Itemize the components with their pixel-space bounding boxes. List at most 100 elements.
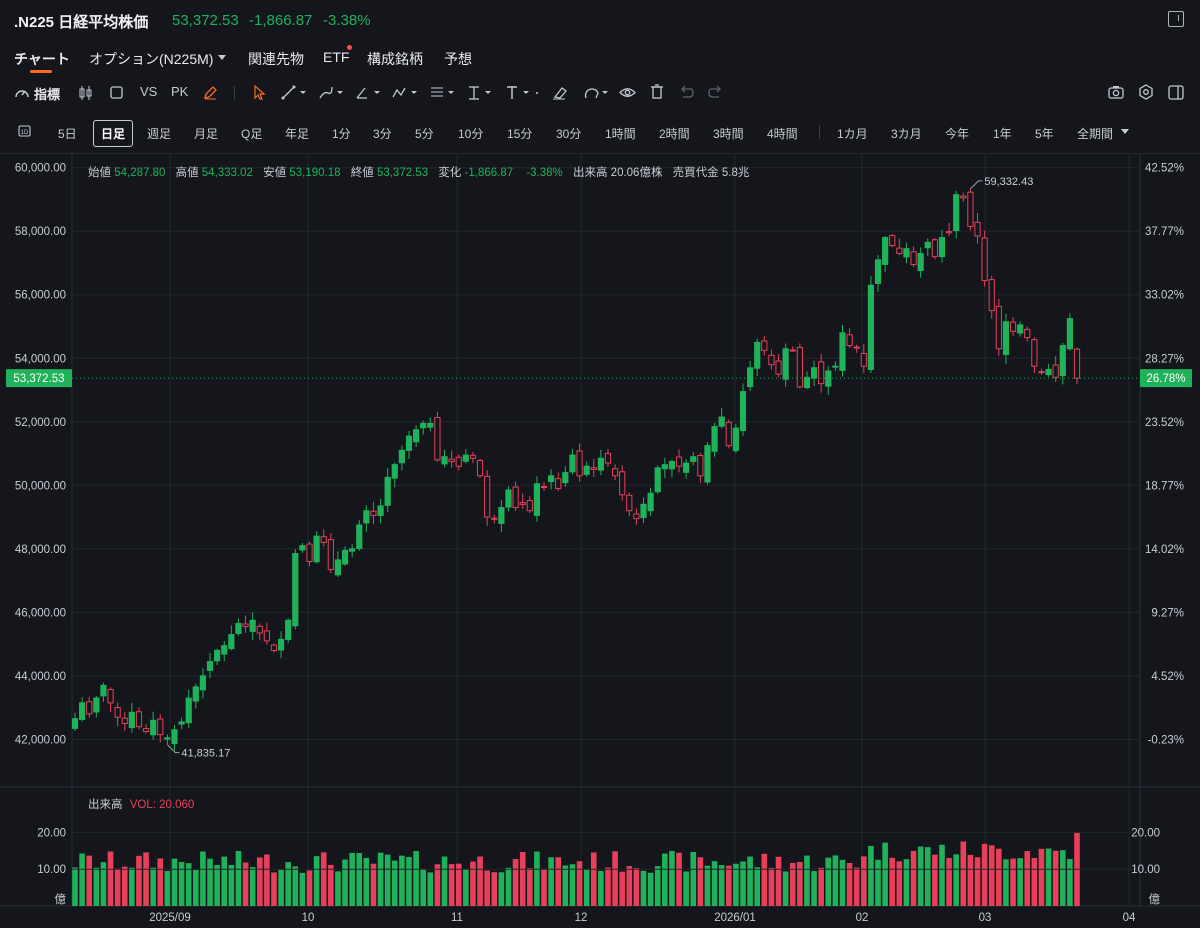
y-tick-label: 52,000.00 (15, 417, 66, 429)
brush-icon[interactable] (318, 85, 346, 100)
period-quarterly[interactable]: Q足 (241, 127, 263, 141)
period-dropdown-icon[interactable] (1121, 129, 1129, 134)
period-1y[interactable]: 1年 (993, 127, 1012, 141)
vs-button[interactable]: VS (140, 84, 158, 99)
period-daily[interactable]: 日足 (93, 120, 134, 147)
volume-bar (399, 855, 405, 906)
period-30min[interactable]: 30分 (556, 127, 582, 141)
tab-forecast[interactable]: 予想 (444, 51, 472, 67)
eraser-icon[interactable] (552, 85, 568, 100)
candle-body (1017, 324, 1024, 334)
camera-icon[interactable] (1108, 85, 1124, 100)
rectangle-icon[interactable] (110, 86, 123, 99)
layout-icon[interactable] (1168, 85, 1184, 100)
volume-bar (256, 857, 263, 906)
indicators-button[interactable]: 指標 (34, 87, 61, 102)
x-tick-label: 2025/09 (149, 912, 191, 924)
redo-icon[interactable] (708, 85, 723, 100)
candle-body (484, 475, 491, 518)
period-3h[interactable]: 3時間 (713, 127, 744, 141)
volume-bar (825, 857, 832, 906)
tab-constituents[interactable]: 構成銘柄 (367, 51, 423, 67)
wave-pattern-icon[interactable] (392, 85, 420, 100)
candle-body (214, 649, 221, 662)
drawing-toolbar: 指標 VS PK (0, 80, 1200, 106)
candle-body (1009, 321, 1017, 332)
calendar-icon[interactable]: 1D (18, 124, 31, 140)
candle-body (320, 536, 327, 543)
candle-body (299, 545, 306, 551)
candle-body (789, 349, 796, 352)
period-1h[interactable]: 1時間 (605, 127, 636, 141)
candle-body (384, 476, 391, 506)
volume-bar (249, 867, 256, 906)
volume-bar (406, 856, 412, 906)
volume-bar (1052, 850, 1059, 906)
candle-body (683, 462, 690, 473)
candle-body (555, 478, 562, 489)
gear-icon[interactable] (1138, 84, 1154, 100)
trend-line-icon[interactable] (281, 85, 309, 100)
candle-body (654, 467, 661, 493)
volume-bar (775, 856, 782, 906)
volume-bar (292, 866, 299, 906)
period-10min[interactable]: 10分 (458, 127, 484, 141)
period-5d[interactable]: 5日 (58, 127, 77, 141)
period-monthly[interactable]: 月足 (194, 127, 219, 141)
volume-bar (1067, 859, 1073, 906)
candle-body (1031, 339, 1038, 367)
text-tool-icon[interactable] (505, 85, 541, 100)
volume-bar (328, 864, 334, 906)
eye-icon[interactable] (619, 85, 636, 100)
candle-body (711, 426, 718, 452)
volume-bar (93, 867, 100, 906)
candle-body (363, 510, 370, 524)
period-3min[interactable]: 3分 (373, 127, 392, 141)
chart-area[interactable]: 60,000.00 58,000.00 56,000.00 54,000.00 52,0… (0, 153, 1200, 927)
trash-icon[interactable] (650, 84, 664, 100)
period-ytd[interactable]: 今年 (945, 127, 970, 141)
options-dropdown-icon[interactable] (218, 55, 226, 60)
pk-button[interactable]: PK (171, 84, 189, 99)
fibonacci-icon[interactable] (429, 85, 457, 100)
period-2h[interactable]: 2時間 (659, 127, 690, 141)
tab-options[interactable]: オプション(N225M) (89, 51, 214, 67)
period-15min[interactable]: 15分 (507, 127, 533, 141)
period-1month[interactable]: 1カ月 (837, 127, 868, 141)
magnet-icon[interactable] (584, 85, 612, 100)
price-chart[interactable]: 60,000.00 58,000.00 56,000.00 54,000.00 52,0… (0, 154, 1200, 928)
candle-body (583, 465, 590, 475)
cursor-icon[interactable] (253, 85, 266, 100)
candle-body (349, 548, 356, 552)
undo-icon[interactable] (679, 85, 694, 100)
volume-bar (320, 852, 327, 906)
period-5y[interactable]: 5年 (1035, 127, 1054, 141)
period-3months[interactable]: 3カ月 (891, 127, 922, 141)
tab-etf[interactable]: ETF (323, 49, 350, 65)
candlestick-icon[interactable] (78, 85, 94, 101)
volume-bar (875, 859, 881, 906)
period-yearly[interactable]: 年足 (285, 127, 310, 141)
volume-bar (221, 856, 228, 906)
volume-bar (967, 854, 974, 906)
volume-bar (370, 863, 377, 906)
tab-chart[interactable]: チャート (14, 51, 70, 67)
angle-tool-icon[interactable] (355, 85, 383, 100)
price-range-icon[interactable] (466, 85, 494, 100)
tab-related-futures[interactable]: 関連先物 (248, 51, 304, 67)
volume-bar (143, 852, 149, 906)
volume-bar (228, 864, 235, 906)
volume-bar (711, 861, 718, 906)
period-4h[interactable]: 4時間 (767, 127, 798, 141)
y-tick-label: 44,000.00 (15, 671, 66, 683)
period-all[interactable]: 全期間 (1077, 127, 1114, 141)
period-1min[interactable]: 1分 (332, 127, 351, 141)
period-5min[interactable]: 5分 (415, 127, 434, 141)
gauge-icon[interactable] (14, 85, 30, 99)
pencil-icon[interactable] (203, 85, 218, 100)
period-weekly[interactable]: 週足 (147, 127, 172, 141)
low-value: 53,190.18 (289, 167, 341, 179)
candle-body (93, 697, 100, 713)
candle-body (519, 502, 526, 505)
collapse-panel-icon[interactable] (1168, 11, 1184, 27)
